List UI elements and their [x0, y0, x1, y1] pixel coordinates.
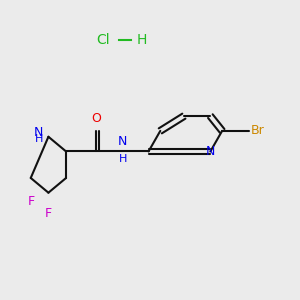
Text: Br: Br: [251, 124, 265, 137]
Text: F: F: [28, 195, 35, 208]
Text: Cl: Cl: [97, 33, 110, 46]
Text: H: H: [35, 134, 44, 144]
Text: H: H: [119, 154, 127, 164]
Text: N: N: [34, 126, 43, 140]
Text: O: O: [92, 112, 101, 125]
Text: N: N: [206, 145, 215, 158]
Text: N: N: [118, 135, 128, 148]
Text: H: H: [137, 33, 147, 46]
Text: F: F: [45, 206, 52, 220]
